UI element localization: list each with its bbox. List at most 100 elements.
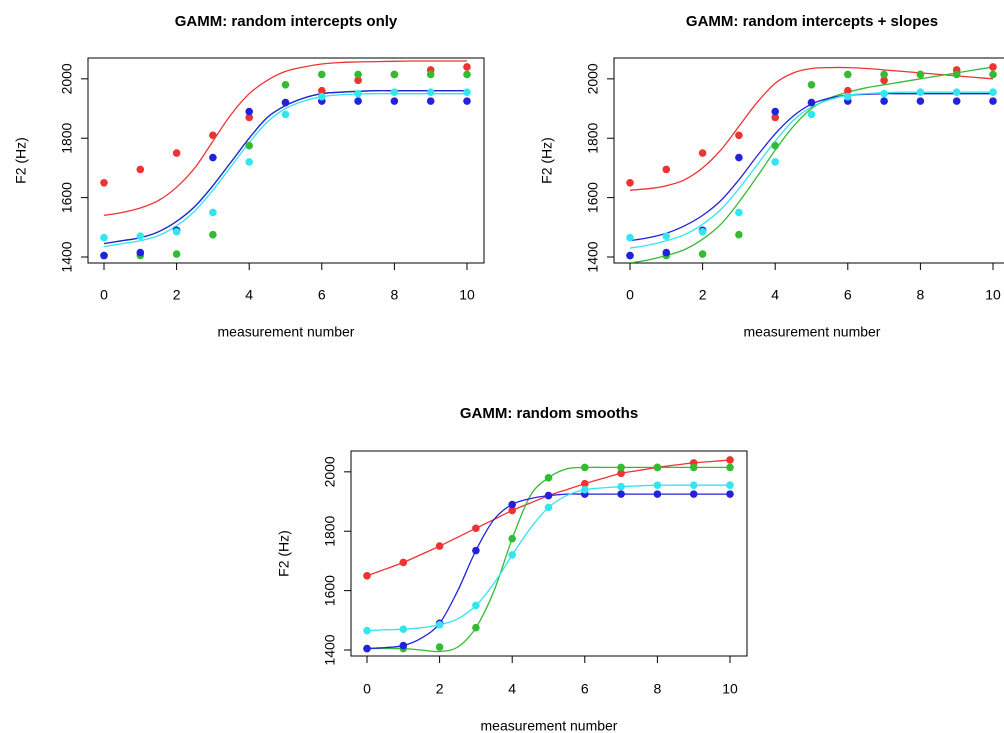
- series-3-point: [472, 546, 480, 555]
- series-4-point: [281, 110, 290, 119]
- series-3-point: [390, 97, 399, 105]
- x-tick-label: 8: [917, 287, 925, 303]
- x-tick-label: 2: [173, 287, 181, 303]
- series-4-point: [735, 208, 743, 217]
- y-tick-label: 2000: [585, 63, 601, 94]
- series-1-point: [989, 63, 997, 71]
- y-tick-label: 1600: [59, 182, 75, 213]
- series-1-point: [318, 86, 326, 95]
- series-3-point: [653, 490, 662, 498]
- y-tick-label: 1800: [59, 122, 75, 153]
- series-1-point: [735, 131, 743, 140]
- series-1-point: [435, 542, 444, 550]
- series-2-point: [807, 80, 816, 89]
- series-3-point: [771, 107, 779, 116]
- x-tick-label: 6: [844, 287, 852, 303]
- series-4-point: [844, 92, 852, 101]
- series-3-point: [100, 251, 108, 260]
- series-2-point: [952, 70, 961, 79]
- series-1-point: [771, 113, 779, 122]
- x-tick-label: 8: [654, 681, 662, 697]
- series-1-point: [726, 456, 734, 464]
- series-3-point: [662, 248, 671, 257]
- series-3-point: [617, 490, 625, 498]
- series-3-point: [626, 251, 634, 260]
- series-3-point: [989, 97, 997, 105]
- series-2-point: [508, 534, 516, 543]
- series-2-point: [281, 80, 290, 89]
- series-4-point: [318, 92, 326, 101]
- series-4-point: [354, 89, 362, 98]
- series-2-point: [435, 643, 444, 651]
- x-axis-label: measurement number: [218, 324, 355, 340]
- series-4-point: [989, 88, 997, 97]
- x-tick-label: 0: [626, 287, 634, 303]
- x-tick-label: 10: [985, 287, 1001, 303]
- series-1-point: [880, 76, 888, 85]
- series-4-point: [435, 620, 444, 629]
- series-2-point: [209, 230, 217, 239]
- series-3-point: [726, 490, 734, 498]
- series-1-point: [617, 469, 625, 478]
- chart-title: GAMM: random intercepts only: [175, 13, 398, 30]
- series-2-point: [472, 623, 480, 632]
- series-4-point: [662, 232, 671, 241]
- series-4-point: [653, 481, 662, 490]
- series-4-point: [544, 503, 553, 512]
- chart-panel-1: GAMM: random intercepts only 0 2 4 6 8 10 1400 1…: [13, 13, 485, 340]
- series-2-point: [581, 463, 589, 472]
- y-axis-label: F2 (Hz): [276, 530, 292, 577]
- y-tick-label: 1400: [322, 634, 338, 665]
- y-axis-label: F2 (Hz): [539, 137, 555, 184]
- series-2-point: [318, 70, 326, 79]
- series-3-point: [363, 644, 371, 653]
- x-tick-label: 4: [245, 287, 253, 303]
- x-tick-label: 6: [318, 287, 326, 303]
- series-1-point: [136, 165, 145, 174]
- series-2-point: [771, 141, 779, 150]
- x-tick-label: 0: [363, 681, 371, 697]
- series-3-point: [426, 97, 435, 105]
- x-tick-label: 2: [699, 287, 707, 303]
- series-4-point: [698, 227, 707, 236]
- series-4-point: [726, 481, 734, 490]
- series-4-point: [426, 88, 435, 97]
- series-1-point: [463, 63, 471, 71]
- plot-frame: [350, 450, 748, 657]
- series-1-point: [626, 178, 634, 187]
- series-1-point: [100, 178, 108, 187]
- x-axis-label: measurement number: [744, 324, 881, 340]
- series-4-point: [617, 482, 625, 491]
- series-3-point: [399, 641, 408, 650]
- series-3-point: [916, 97, 925, 105]
- series-2-point: [653, 463, 662, 472]
- series-3-point: [880, 97, 888, 105]
- series-2-point: [463, 70, 471, 79]
- series-4-point: [807, 110, 816, 119]
- series-2-point: [726, 463, 734, 472]
- series-3-fit-line: [366, 493, 730, 650]
- series-4-point: [136, 232, 145, 241]
- series-1-point: [472, 524, 480, 533]
- series-3-point: [136, 248, 145, 257]
- series-3-point: [209, 153, 217, 162]
- series-1-fit-line: [629, 66, 994, 191]
- series-2-point: [245, 141, 253, 150]
- series-1-point: [354, 76, 362, 85]
- series-4-point: [100, 233, 108, 242]
- series-2-point: [689, 463, 698, 472]
- series-3-point: [354, 97, 362, 105]
- series-1-point: [245, 113, 253, 122]
- series-1-point: [844, 86, 852, 95]
- y-tick-label: 1800: [322, 515, 338, 546]
- series-4-point: [771, 158, 779, 166]
- series-2-point: [989, 70, 997, 79]
- series-1-point: [363, 571, 371, 580]
- series-4-point: [581, 485, 589, 494]
- x-tick-label: 2: [436, 681, 444, 697]
- series-4-point: [626, 233, 634, 242]
- plot-frame: [87, 57, 485, 264]
- series-1-point: [508, 506, 516, 515]
- x-tick-label: 0: [100, 287, 108, 303]
